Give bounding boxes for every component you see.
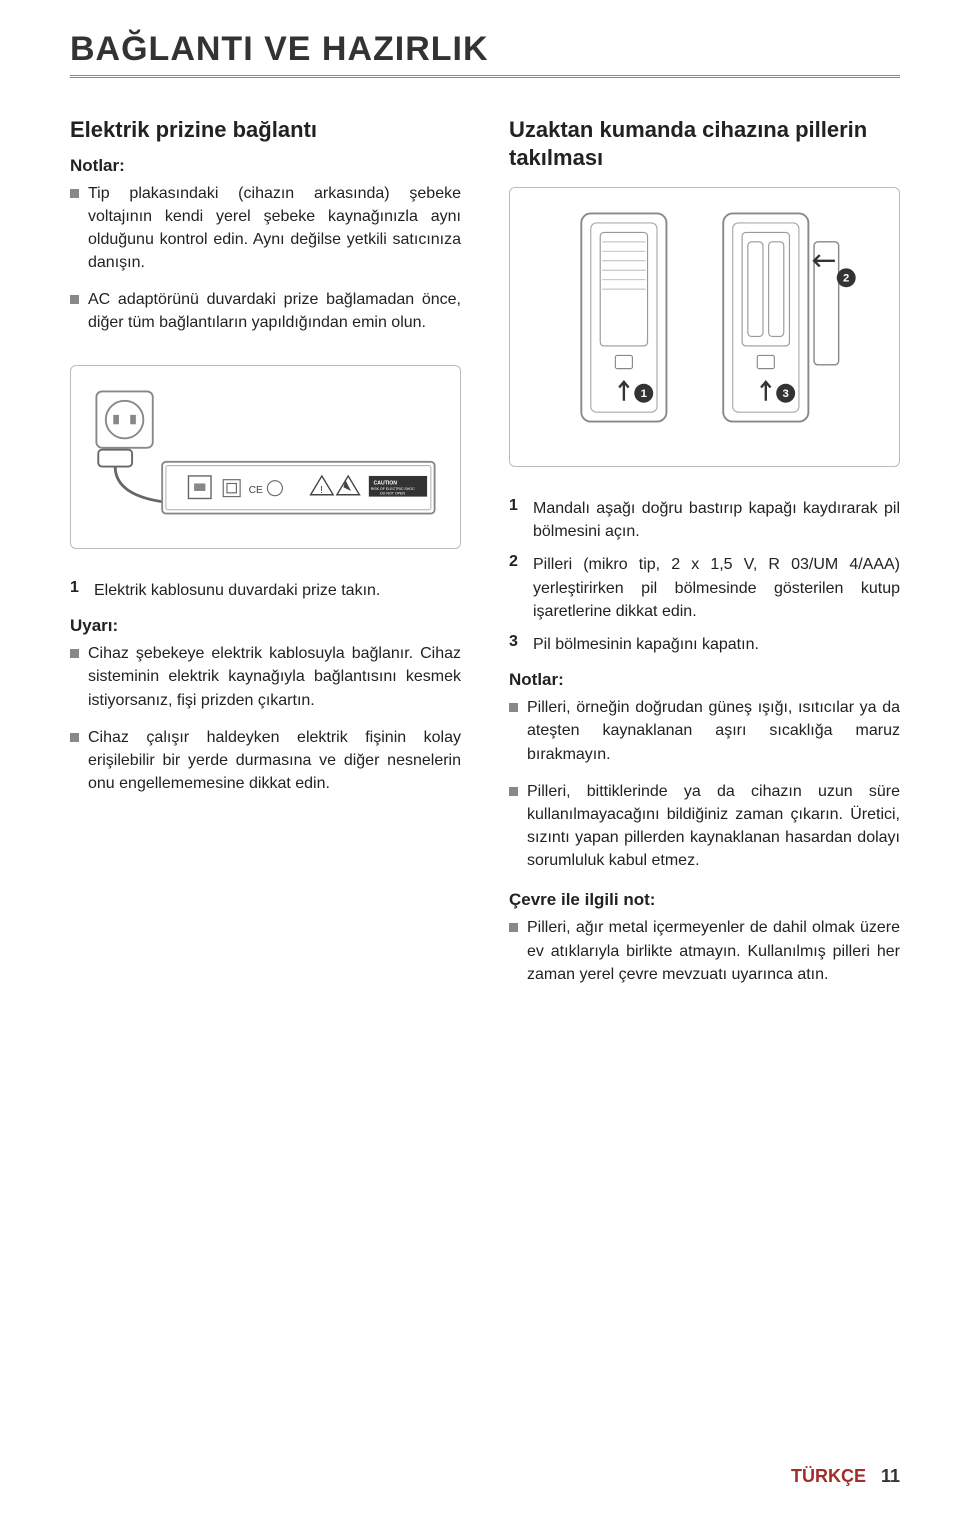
plug-figure: CE ! CAUTION RISK OF ELECTRIC SHOC DO NO… xyxy=(70,365,461,549)
right-note-item: Pilleri, örneğin doğrudan güneş ışığı, ı… xyxy=(509,696,900,766)
svg-text:RISK OF ELECTRIC SHOC: RISK OF ELECTRIC SHOC xyxy=(371,487,415,491)
step-text: Elektrik kablosunu duvardaki prize takın… xyxy=(94,579,461,602)
svg-text:2: 2 xyxy=(843,273,849,285)
left-heading: Elektrik prizine bağlantı xyxy=(70,116,461,144)
right-env-item: Pilleri, ağır metal içermeyenler de dahi… xyxy=(509,916,900,986)
left-warn-list: Cihaz şebekeye elektrik kablosuyla bağla… xyxy=(70,642,461,809)
svg-text:1: 1 xyxy=(641,388,647,400)
right-notes-list: Pilleri, örneğin doğrudan güneş ışığı, ı… xyxy=(509,696,900,886)
svg-text:CE: CE xyxy=(249,484,263,495)
right-step: 2 Pilleri (mikro tip, 2 x 1,5 V, R 03/UM… xyxy=(509,553,900,623)
right-notes-label: Notlar: xyxy=(509,670,900,690)
plug-diagram-svg: CE ! CAUTION RISK OF ELECTRIC SHOC DO NO… xyxy=(87,382,444,532)
left-warn-item: Cihaz çalışır haldeyken elektrik fişinin… xyxy=(70,726,461,796)
step-number: 3 xyxy=(509,633,525,656)
step-text: Pilleri (mikro tip, 2 x 1,5 V, R 03/UM 4… xyxy=(533,553,900,623)
step-text: Pil bölmesinin kapağını kapatın. xyxy=(533,633,900,656)
svg-text:DO NOT OPEN: DO NOT OPEN xyxy=(380,491,405,495)
svg-text:!: ! xyxy=(320,484,323,495)
page-title: BAĞLANTI VE HAZIRLIK xyxy=(70,30,900,76)
right-step: 3 Pil bölmesinin kapağını kapatın. xyxy=(509,633,900,656)
right-step: 1 Mandalı aşağı doğru bastırıp kapağı ka… xyxy=(509,497,900,543)
left-warn-label: Uyarı: xyxy=(70,616,461,636)
step-number: 2 xyxy=(509,553,525,623)
left-notes-label: Notlar: xyxy=(70,156,461,176)
left-note-item: Tip plakasındaki (cihazın arkasında) şeb… xyxy=(70,182,461,275)
left-warn-item: Cihaz şebekeye elektrik kablosuyla bağla… xyxy=(70,642,461,712)
footer: TÜRKÇE 11 xyxy=(791,1466,900,1487)
left-column: Elektrik prizine bağlantı Notlar: Tip pl… xyxy=(70,116,461,1000)
right-note-item: Pilleri, bittiklerinde ya da cihazın uzu… xyxy=(509,780,900,873)
left-notes-list: Tip plakasındaki (cihazın arkasında) şeb… xyxy=(70,182,461,349)
svg-text:CAUTION: CAUTION xyxy=(374,480,398,486)
left-note-item: AC adaptörünü duvardaki prize bağlamadan… xyxy=(70,288,461,334)
remote-figure: 1 3 xyxy=(509,187,900,467)
right-heading: Uzaktan kumanda cihazına pillerin takılm… xyxy=(509,116,900,171)
footer-page-number: 11 xyxy=(881,1466,900,1486)
step-number: 1 xyxy=(509,497,525,543)
step-number: 1 xyxy=(70,579,86,602)
svg-text:3: 3 xyxy=(783,388,789,400)
footer-lang: TÜRKÇE xyxy=(791,1466,866,1486)
remote-diagram-svg: 1 3 xyxy=(534,204,875,450)
right-column: Uzaktan kumanda cihazına pillerin takılm… xyxy=(509,116,900,1000)
right-env-list: Pilleri, ağır metal içermeyenler de dahi… xyxy=(509,916,900,1000)
left-step: 1 Elektrik kablosunu duvardaki prize tak… xyxy=(70,579,461,602)
right-env-label: Çevre ile ilgili not: xyxy=(509,890,900,910)
step-text: Mandalı aşağı doğru bastırıp kapağı kayd… xyxy=(533,497,900,543)
two-column-layout: Elektrik prizine bağlantı Notlar: Tip pl… xyxy=(70,116,900,1000)
